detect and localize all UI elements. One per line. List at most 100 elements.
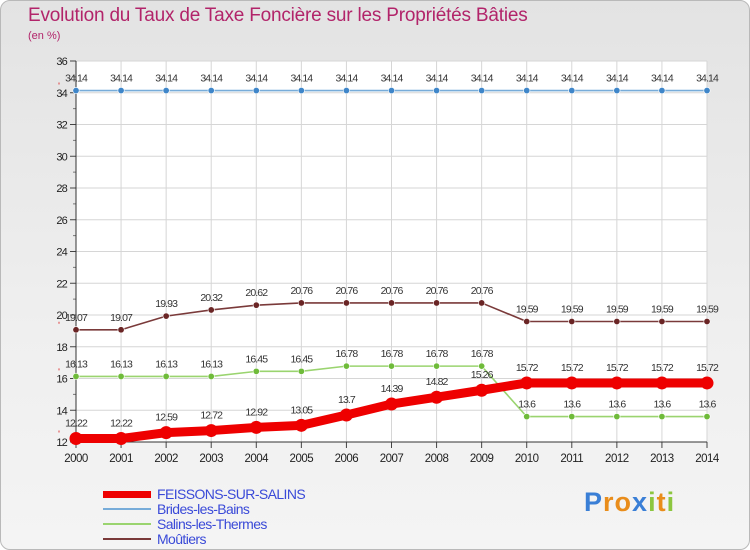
y-tick-label: 30 [56,151,67,163]
data-label: 19.93 [155,298,178,310]
x-tick-label: 2009 [470,453,494,465]
logo-letter: t [656,487,667,517]
data-label: 16.13 [155,358,178,370]
data-label: 16.13 [65,358,88,370]
data-point [207,87,215,95]
data-point [204,424,218,438]
data-point [703,318,711,326]
logo-letter: o [614,487,633,517]
data-point [433,299,441,307]
data-point [478,87,486,95]
data-point [117,326,125,334]
data-point [703,413,711,421]
data-label: 12.59 [155,412,178,424]
data-label: 34.14 [381,73,404,85]
data-label: 13.6 [563,399,581,411]
data-label: 19.07 [110,312,133,324]
data-label: 19.59 [561,304,584,316]
data-point [385,397,398,411]
legend-label: Brides-les-Bains [157,501,250,517]
data-point [610,376,624,390]
y-tick-label: 16 [56,374,67,386]
legend-swatch [103,490,151,498]
y-tick-label: 14 [56,405,67,417]
data-point [72,326,80,334]
y-tick-label: 22 [56,278,67,290]
data-point [568,413,576,421]
data-label: 34.14 [561,73,584,85]
data-label: 16.78 [426,348,449,360]
data-point [339,408,353,422]
data-point [72,372,80,380]
data-label: 13.05 [290,404,313,416]
data-point [207,306,215,314]
data-point [252,87,260,95]
data-label: 19.59 [651,304,674,316]
x-tick-label: 2014 [695,453,720,465]
legend-label: Salins-les-Thermes [157,516,267,532]
series-moutiers: 19.07 19.07 19.93 20.32 20.62 20.76 20.76 20.76… [65,285,720,334]
data-point [114,432,128,446]
data-label: 34.14 [696,73,719,85]
data-point [162,87,170,95]
data-point [162,372,170,380]
data-point [478,299,486,307]
data-label: 34.14 [471,73,494,85]
data-point [523,413,531,421]
data-point [294,418,308,432]
proxiti-logo: Proxiti [584,487,675,518]
x-tick-label: 2000 [64,453,88,465]
data-label: 34.14 [200,73,223,85]
x-tick-label: 2003 [199,453,223,465]
data-point [69,432,83,446]
data-label: 34.14 [336,73,359,85]
data-point [342,87,350,95]
data-point [249,420,263,434]
data-point [387,362,395,370]
data-point [658,413,666,421]
series-brides-les-bains: 34.14 34.14 34.14 34.14 34.14 34.14 34.14 34.14… [65,73,720,95]
x-tick-label: 2008 [425,453,449,465]
data-label: 34.14 [155,73,178,85]
legend-label: Moûtiers [157,531,206,547]
logo-letter: i [666,487,676,517]
legend-item: Moûtiers [103,531,206,547]
data-point [252,301,260,309]
data-label: 34.14 [651,73,674,85]
data-label: 19.07 [65,312,88,324]
legend-item: Brides-les-Bains [103,501,250,517]
logo-letter: x [632,487,649,517]
legend-item: FEISSONS-SUR-SALINS [103,486,306,502]
y-tick-label: 28 [56,183,67,195]
data-point [252,367,260,375]
data-label: 13.6 [699,399,717,411]
data-label: 34.14 [516,73,539,85]
data-label: 34.14 [245,73,268,85]
data-point [658,318,666,326]
data-label: 20.76 [290,285,313,297]
data-label: 13.6 [654,399,672,411]
data-label: 34.14 [65,73,88,85]
data-point [658,87,666,95]
data-label: 16.13 [110,358,133,370]
data-label: 12.72 [200,410,223,422]
data-point [700,376,714,390]
data-point [613,87,621,95]
data-label: 16.45 [245,353,268,365]
legend-swatch [103,538,151,540]
data-point [613,318,621,326]
x-tick-label: 2013 [650,453,674,465]
y-tick-label: 26 [56,215,67,227]
data-point [342,299,350,307]
data-label: 19.59 [696,304,719,316]
data-label: 20.76 [381,285,404,297]
data-label: 16.78 [381,348,404,360]
x-tick-label: 2004 [244,453,269,465]
logo-letter: i [648,487,657,517]
data-label: 14.82 [426,376,449,388]
data-label: 15.72 [606,362,629,374]
data-label: 19.59 [606,304,629,316]
x-tick-label: 2002 [154,453,178,465]
